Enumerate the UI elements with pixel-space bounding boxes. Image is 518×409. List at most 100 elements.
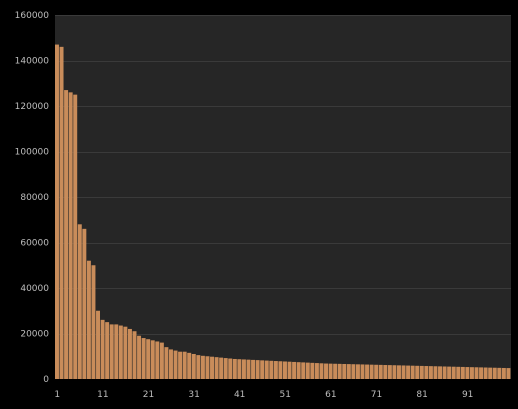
- bar: [355, 364, 360, 379]
- bar: [337, 363, 342, 379]
- x-tick-label: 91: [462, 390, 473, 400]
- bar: [406, 365, 411, 379]
- bar: [474, 367, 479, 379]
- y-tick-label: 140000: [15, 57, 50, 67]
- x-tick-label: 11: [97, 390, 108, 400]
- bar: [169, 349, 173, 379]
- bar: [419, 365, 424, 379]
- bar: [447, 366, 452, 379]
- bar: [132, 331, 137, 379]
- bar: [155, 341, 160, 379]
- bar: [351, 364, 356, 379]
- bar: [401, 365, 406, 379]
- bar: [178, 351, 183, 379]
- bar: [191, 353, 196, 379]
- bar: [365, 364, 370, 379]
- bar: [469, 367, 474, 379]
- y-tick-label: 20000: [20, 330, 49, 340]
- bar: [127, 328, 132, 379]
- bar: [397, 365, 401, 379]
- bar: [91, 265, 96, 379]
- bar: [410, 365, 415, 379]
- bar: [492, 367, 497, 379]
- bar: [196, 355, 201, 379]
- bar: [283, 361, 287, 379]
- bar: [232, 358, 237, 379]
- bar: [287, 361, 292, 379]
- bar: [296, 362, 301, 379]
- bar: [442, 366, 447, 379]
- bar: [82, 228, 87, 379]
- bar: [278, 361, 283, 379]
- y-tick-label: 60000: [20, 239, 49, 249]
- bar: [223, 358, 228, 379]
- bar: [314, 363, 319, 379]
- bar: [424, 366, 429, 379]
- bar: [246, 359, 251, 379]
- bar: [105, 322, 110, 380]
- x-tick-label: 71: [371, 390, 382, 400]
- bar: [378, 364, 383, 379]
- bar: [273, 361, 278, 379]
- bar: [333, 363, 338, 379]
- bar: [301, 362, 306, 379]
- y-tick-label: 120000: [15, 102, 50, 112]
- y-tick-label: 100000: [15, 148, 50, 158]
- bar: [123, 326, 128, 379]
- bar: [451, 366, 456, 379]
- bar: [109, 324, 114, 379]
- bar: [237, 359, 242, 379]
- bar: [141, 338, 146, 379]
- bar: [164, 347, 169, 379]
- bar: [73, 94, 78, 380]
- bar: [392, 365, 397, 379]
- bar: [159, 342, 164, 379]
- bar: [173, 350, 178, 379]
- x-tick-label: 41: [234, 390, 245, 400]
- bar: [187, 352, 192, 379]
- bar: [269, 360, 274, 379]
- x-tick-label: 81: [416, 390, 427, 400]
- bar: [205, 356, 210, 379]
- bar: [68, 92, 73, 379]
- x-tick-label: 1: [54, 390, 60, 400]
- bar: [59, 46, 64, 379]
- x-tick-label: 21: [143, 390, 154, 400]
- bar: [460, 366, 465, 379]
- bar: [210, 356, 214, 379]
- bar: [387, 365, 392, 379]
- bar: [228, 358, 233, 379]
- bar: [260, 360, 265, 379]
- y-tick-label: 0: [43, 375, 49, 385]
- bar: [319, 363, 324, 379]
- bar: [200, 355, 205, 379]
- bar: [456, 366, 461, 379]
- bar: [264, 360, 269, 379]
- bar: [305, 362, 310, 379]
- bar: [182, 351, 187, 379]
- bar: [415, 365, 420, 379]
- bar: [77, 224, 82, 379]
- bar: [64, 90, 69, 379]
- bar: [137, 335, 142, 379]
- bar: [506, 368, 511, 379]
- bar: [251, 359, 256, 379]
- bar: [100, 319, 105, 379]
- bar: [310, 362, 315, 379]
- bar: [342, 363, 347, 379]
- bar: [255, 360, 260, 379]
- bar: [374, 364, 379, 379]
- bar: [433, 366, 438, 379]
- bar: [324, 363, 328, 379]
- bar: [146, 339, 151, 379]
- bar: [479, 367, 484, 379]
- y-tick-label: 80000: [20, 193, 49, 203]
- bar: [383, 365, 388, 379]
- bar: [483, 367, 488, 379]
- y-tick-label: 40000: [20, 284, 49, 294]
- x-tick-label: 31: [188, 390, 199, 400]
- bar: [96, 310, 100, 379]
- bar: [369, 364, 374, 379]
- bar: [241, 359, 246, 379]
